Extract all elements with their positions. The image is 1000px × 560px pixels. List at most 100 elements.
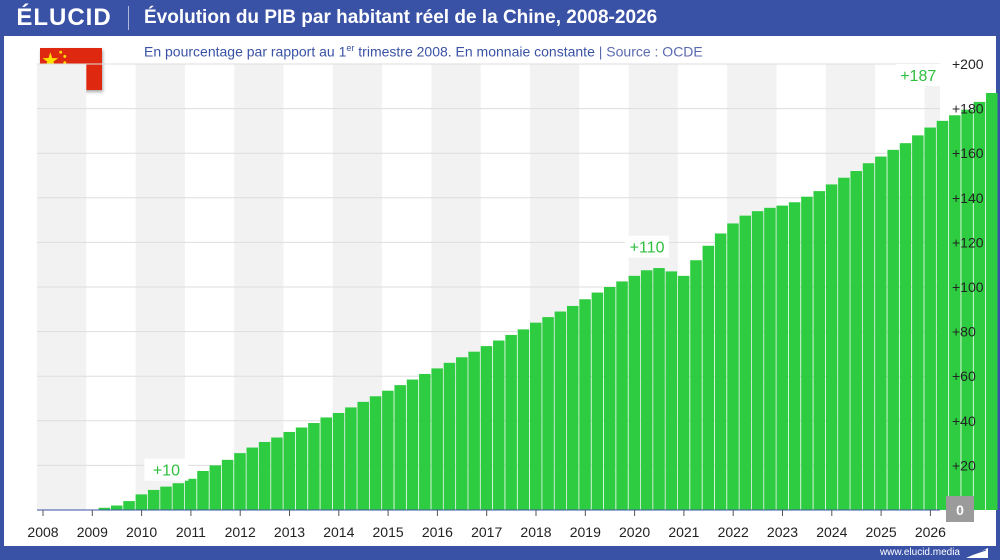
bar <box>135 494 148 510</box>
subtitle-text: En pourcentage par rapport au 1 <box>144 43 347 60</box>
bar <box>382 390 394 510</box>
bar <box>616 281 628 510</box>
bar <box>357 401 369 510</box>
bar <box>850 171 862 511</box>
y-axis: +20 +40 +60 +80 +100 +120 +140 +160 +180 +200 0 <box>946 56 984 522</box>
footer-bar: www.elucid.media <box>0 546 1000 560</box>
x-tick-label: 2011 <box>176 524 206 540</box>
annotations: +10 +110 +187 <box>144 63 941 481</box>
bar <box>493 340 505 510</box>
bar <box>308 423 320 510</box>
y-tick-label: +180 <box>952 101 984 117</box>
bar <box>480 346 493 510</box>
header-bar: ÉLUCID Évolution du PIB par habitant rée… <box>0 0 1000 36</box>
bar <box>603 287 616 510</box>
bar <box>554 311 567 510</box>
bar <box>147 489 160 510</box>
bar <box>949 115 961 510</box>
bar <box>640 270 653 510</box>
bar <box>690 260 702 510</box>
bar <box>714 233 727 511</box>
x-tick-label: 2012 <box>225 524 256 540</box>
annotation-bg <box>625 235 670 258</box>
x-tick-label: 2008 <box>27 524 58 540</box>
bar <box>431 368 443 510</box>
bar <box>862 163 875 511</box>
bar <box>542 317 554 510</box>
bar <box>986 92 998 511</box>
y-tick-label: +60 <box>952 368 976 384</box>
subtitle-text-rest: trimestre 2008. En monnaie constante <box>354 43 595 60</box>
elucid-mark-icon <box>966 548 988 558</box>
x-tick-label: 2014 <box>323 524 354 540</box>
bar <box>517 329 530 510</box>
bar <box>579 299 591 510</box>
bar <box>912 135 924 511</box>
bar <box>406 379 419 510</box>
bar <box>123 501 135 510</box>
x-tick-label: 2013 <box>274 524 305 540</box>
y-tick-label: +200 <box>952 56 984 72</box>
annotation-label: +10 <box>153 463 180 480</box>
bar <box>345 407 357 510</box>
annotation-label: +187 <box>900 68 936 85</box>
footer-url[interactable]: www.elucid.media <box>879 547 960 558</box>
annotation-bg <box>144 458 189 481</box>
bar <box>875 156 887 511</box>
x-tick-label: 2015 <box>373 524 404 540</box>
bar <box>295 427 308 510</box>
bar <box>320 417 332 510</box>
bar <box>751 211 764 510</box>
bar <box>825 184 838 511</box>
bar <box>776 205 789 511</box>
x-tick-label: 2016 <box>422 524 453 540</box>
bar <box>234 453 246 510</box>
x-tick-label: 2018 <box>520 524 551 540</box>
bar <box>197 470 209 510</box>
bar <box>394 385 406 510</box>
bar <box>653 268 665 510</box>
bar <box>110 505 123 510</box>
x-tick-label: 2020 <box>619 524 650 540</box>
chart-title: Évolution du PIB par habitant réel de la… <box>144 7 658 28</box>
bar <box>456 357 468 510</box>
frame-right <box>996 36 1000 550</box>
bar <box>727 223 739 510</box>
bar <box>961 109 973 510</box>
bar <box>221 459 234 510</box>
zero-label: 0 <box>956 502 964 518</box>
x-tick-label: 2010 <box>126 524 157 540</box>
bar <box>184 478 197 510</box>
bar <box>887 149 899 511</box>
logo-separator <box>128 6 129 30</box>
elucid-logo[interactable]: ÉLUCID <box>16 4 112 31</box>
bar <box>530 322 542 510</box>
bar <box>98 507 111 510</box>
bar <box>505 334 517 510</box>
bar <box>209 465 222 510</box>
bar <box>764 207 776 510</box>
bar <box>739 215 752 510</box>
x-tick-label: 2021 <box>668 524 699 540</box>
bar <box>443 362 456 510</box>
bar <box>332 412 345 510</box>
bar <box>591 292 604 510</box>
bar <box>283 431 296 510</box>
zero-badge <box>946 496 974 522</box>
bar <box>160 486 172 510</box>
x-tick-label: 2026 <box>915 524 946 540</box>
bars <box>98 92 998 511</box>
y-tick-label: +20 <box>952 457 976 473</box>
frame-left <box>0 36 4 550</box>
x-tick-label: 2023 <box>767 524 798 540</box>
bar <box>172 483 185 510</box>
bar <box>271 437 283 510</box>
bar <box>973 101 986 510</box>
source-label: Source : OCDE <box>606 43 703 60</box>
bar <box>702 245 715 510</box>
x-tick-label: 2022 <box>718 524 749 540</box>
bar <box>838 177 850 511</box>
y-tick-label: +80 <box>952 324 976 340</box>
x-tick-label: 2024 <box>816 524 847 540</box>
